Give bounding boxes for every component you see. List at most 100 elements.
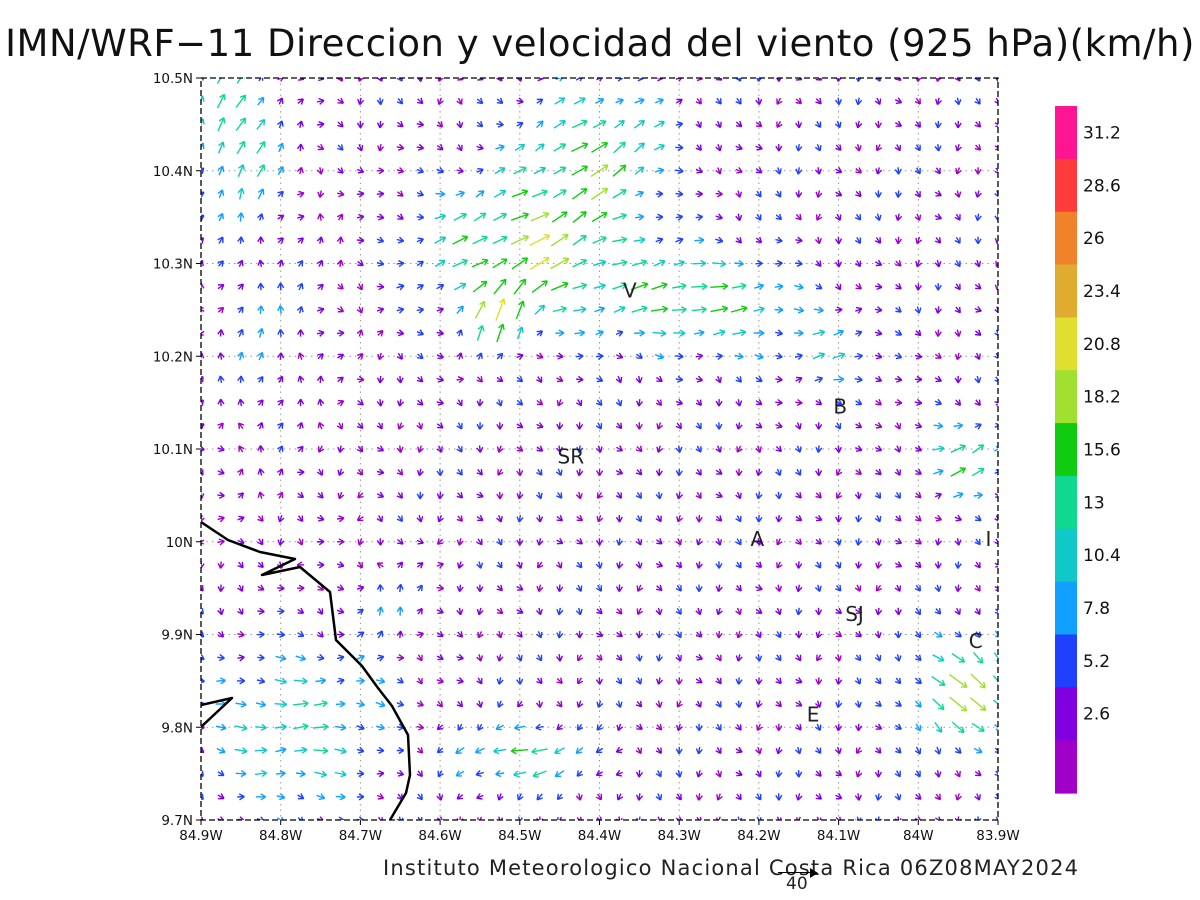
wind-vector <box>710 305 729 313</box>
wind-vector <box>536 422 544 429</box>
wind-vector <box>735 561 742 569</box>
wind-vector <box>237 283 244 290</box>
wind-vector <box>914 607 921 616</box>
wind-vector <box>436 329 444 337</box>
wind-vector <box>496 654 504 662</box>
wind-vector <box>513 278 527 295</box>
wind-vector <box>535 700 544 708</box>
wind-vector <box>616 445 624 452</box>
wind-vector <box>376 538 384 546</box>
wind-vector <box>376 120 384 129</box>
wind-vector <box>914 283 922 291</box>
wind-vector <box>536 120 544 129</box>
wind-vector <box>376 306 385 314</box>
wind-vector <box>336 329 345 337</box>
wind-vector <box>812 352 826 360</box>
wind-vector <box>814 747 822 755</box>
wind-vector <box>932 445 945 453</box>
wind-vector <box>735 630 743 639</box>
wind-vector <box>496 515 503 523</box>
wind-vector <box>854 213 862 221</box>
wind-vector <box>715 584 723 593</box>
wind-vector <box>735 422 743 430</box>
wind-vector <box>217 284 225 291</box>
wind-vector <box>994 283 998 291</box>
wind-vector <box>993 652 998 662</box>
wind-vector <box>516 631 523 638</box>
wind-vector <box>297 630 305 638</box>
wind-vector <box>695 607 703 616</box>
wind-vector <box>356 166 365 174</box>
wind-vector <box>474 747 485 754</box>
wind-vector <box>756 78 763 82</box>
wind-vector <box>895 306 902 313</box>
wind-vector <box>755 561 763 568</box>
wind-vector <box>277 352 285 360</box>
wind-vector <box>755 167 763 174</box>
wind-vector <box>296 305 304 314</box>
wind-vector <box>274 723 287 731</box>
wind-vector <box>215 723 227 731</box>
wind-vector <box>276 120 284 129</box>
wind-vector <box>835 306 843 314</box>
wind-vector <box>875 468 882 476</box>
wind-vector <box>974 121 982 128</box>
wind-vector <box>277 445 284 453</box>
x-tick-label: 84.9W <box>179 828 222 844</box>
wind-vector <box>675 584 682 592</box>
wind-vector <box>529 256 550 270</box>
wind-vector <box>775 677 782 685</box>
wind-vector <box>436 167 445 174</box>
wind-vector <box>255 793 267 801</box>
wind-vector <box>715 167 722 175</box>
wind-vector <box>715 422 723 430</box>
wind-vector <box>974 144 982 151</box>
wind-vector <box>335 793 346 801</box>
wind-vector <box>316 608 324 615</box>
wind-vector <box>914 422 923 429</box>
wind-vector <box>357 353 364 360</box>
wind-vector <box>493 747 507 755</box>
wind-vector <box>237 259 244 268</box>
wind-vector <box>595 468 604 477</box>
wind-vector <box>476 607 484 616</box>
wind-vector <box>256 816 265 820</box>
wind-vector <box>576 445 584 453</box>
wind-vector <box>735 190 743 198</box>
wind-vector <box>775 584 783 592</box>
wind-vector <box>874 515 882 523</box>
wind-vector <box>933 422 944 430</box>
x-tick-label: 84.7W <box>339 828 382 844</box>
wind-vector <box>595 422 603 430</box>
wind-vector <box>237 630 245 638</box>
wind-vector <box>596 607 603 615</box>
wind-vector <box>316 514 325 522</box>
wind-vector <box>316 97 325 105</box>
wind-vector <box>456 561 464 569</box>
wind-vector <box>615 654 623 661</box>
reference-vector: 40 <box>778 860 822 894</box>
wind-vector <box>775 515 783 523</box>
y-tick-label: 9.7N <box>161 813 193 829</box>
wind-vector <box>456 305 464 315</box>
wind-vector <box>675 607 682 615</box>
wind-vector <box>815 793 823 800</box>
wind-vector <box>201 142 205 150</box>
wind-vector <box>675 445 683 453</box>
wind-vector <box>416 213 425 221</box>
wind-vector <box>974 399 981 407</box>
wind-vector <box>755 538 763 546</box>
wind-vector <box>496 375 504 383</box>
wind-vector <box>277 190 284 198</box>
colorbar-swatch <box>1055 687 1077 741</box>
wind-vector <box>257 78 264 82</box>
wind-vector <box>596 78 603 82</box>
wind-vector <box>496 584 503 592</box>
wind-vector <box>257 491 265 499</box>
wind-vector <box>296 120 304 128</box>
wind-vector <box>436 422 444 429</box>
wind-vector <box>735 654 743 662</box>
wind-vector <box>456 399 463 407</box>
wind-vector <box>855 190 862 198</box>
